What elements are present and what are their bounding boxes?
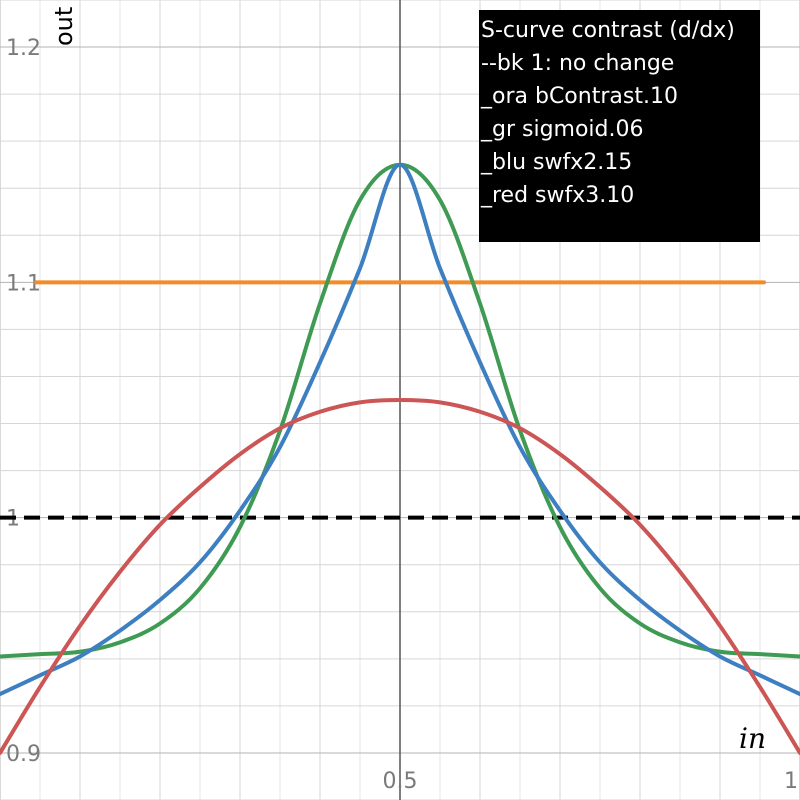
x-tick-label: 0.5 xyxy=(383,769,418,794)
y-tick-label: 0.9 xyxy=(6,742,41,767)
legend-title: S-curve contrast (d/dx) xyxy=(481,18,735,43)
x-tick-label: 1 xyxy=(784,769,798,794)
x-axis-label: in xyxy=(739,722,766,755)
series-lines xyxy=(0,162,800,755)
tick-labels: 0.911.11.20.5 1 xyxy=(6,36,798,794)
legend-entry-orange: _ora bContrast.10 xyxy=(481,84,678,109)
series-line-red xyxy=(0,398,800,755)
legend-entry-blue: _blu swfx2.15 xyxy=(481,150,633,175)
legend: S-curve contrast (d/dx) --bk 1: no chang… xyxy=(479,10,760,242)
legend-entry-green: _gr sigmoid.06 xyxy=(481,117,644,142)
legend-entry-red: _red swfx3.10 xyxy=(481,183,635,208)
series-line-blue xyxy=(0,162,800,697)
y-axis-label: out xyxy=(50,6,78,46)
legend-entry-black: --bk 1: no change xyxy=(481,51,675,76)
y-tick-label: 1.2 xyxy=(6,36,41,61)
